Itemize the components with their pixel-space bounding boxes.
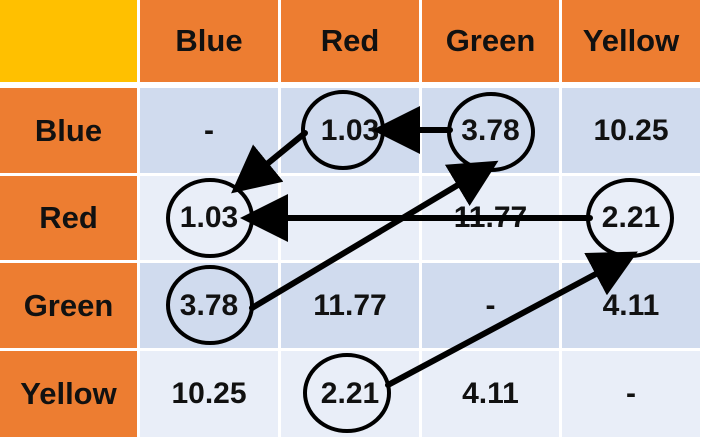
- cell-green-yellow: 4.11: [562, 263, 703, 351]
- column-header-yellow: Yellow: [562, 0, 703, 88]
- column-header-green: Green: [422, 0, 562, 88]
- cell-green-red: 11.77: [281, 263, 422, 351]
- cell-blue-green: 3.78: [422, 88, 562, 176]
- corner-cell: [0, 0, 140, 88]
- cell-red-green: 11.77: [422, 176, 562, 263]
- row-header-yellow: Yellow: [0, 351, 140, 440]
- cell-blue-blue: -: [140, 88, 281, 176]
- cell-red-blue: 1.03: [140, 176, 281, 263]
- row-header-blue: Blue: [0, 88, 140, 176]
- cell-blue-red: 1.03: [281, 88, 422, 176]
- row-header-green: Green: [0, 263, 140, 351]
- row-header-red: Red: [0, 176, 140, 263]
- cell-yellow-blue: 10.25: [140, 351, 281, 440]
- cell-red-red: -: [281, 176, 422, 263]
- cell-red-yellow: 2.21: [562, 176, 703, 263]
- cell-yellow-green: 4.11: [422, 351, 562, 440]
- cell-yellow-yellow: -: [562, 351, 703, 440]
- cell-yellow-red: 2.21: [281, 351, 422, 440]
- cell-blue-yellow: 10.25: [562, 88, 703, 176]
- cell-green-green: -: [422, 263, 562, 351]
- cell-green-blue: 3.78: [140, 263, 281, 351]
- column-header-blue: Blue: [140, 0, 281, 88]
- column-header-red: Red: [281, 0, 422, 88]
